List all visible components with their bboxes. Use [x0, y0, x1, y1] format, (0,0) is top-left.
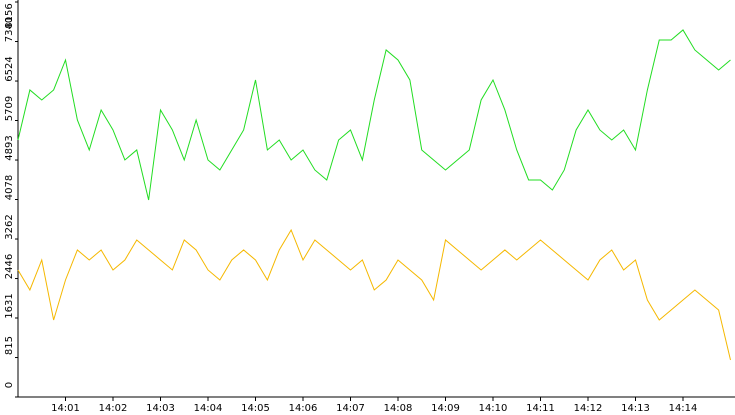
x-tick-label: 14:04: [194, 403, 223, 414]
x-tick-label: 14:11: [526, 403, 555, 414]
series-line: [17, 29, 731, 201]
x-tick-label: 14:06: [289, 403, 318, 414]
y-tick-label: 7340: [4, 17, 15, 42]
y-tick-label: 4078: [4, 175, 15, 200]
y-tick-label: 4893: [4, 135, 15, 160]
x-tick-label: 14:09: [431, 403, 460, 414]
y-tick-label: 0: [4, 382, 15, 388]
y-tick-label: 5709: [4, 96, 15, 121]
x-tick-label: 14:01: [51, 403, 80, 414]
x-tick-label: 14:14: [669, 403, 698, 414]
y-tick-label: 8156: [4, 3, 15, 28]
y-tick-label: 6524: [4, 56, 15, 81]
x-tick-label: 14:07: [336, 403, 365, 414]
x-tick-label: 14:05: [241, 403, 270, 414]
x-tick-label: 14:08: [384, 403, 413, 414]
x-tick-label: 14:03: [146, 403, 175, 414]
series-line: [17, 228, 731, 361]
y-tick-label: 1631: [4, 293, 15, 318]
x-tick-label: 14:12: [574, 403, 603, 414]
y-tick-label: 2446: [4, 254, 15, 279]
x-tick-label: 14:02: [99, 403, 128, 414]
x-tick-label: 14:10: [479, 403, 508, 414]
y-tick-label: 815: [4, 336, 15, 355]
y-tick-label: 3262: [4, 214, 15, 239]
x-tick-label: 14:13: [621, 403, 650, 414]
